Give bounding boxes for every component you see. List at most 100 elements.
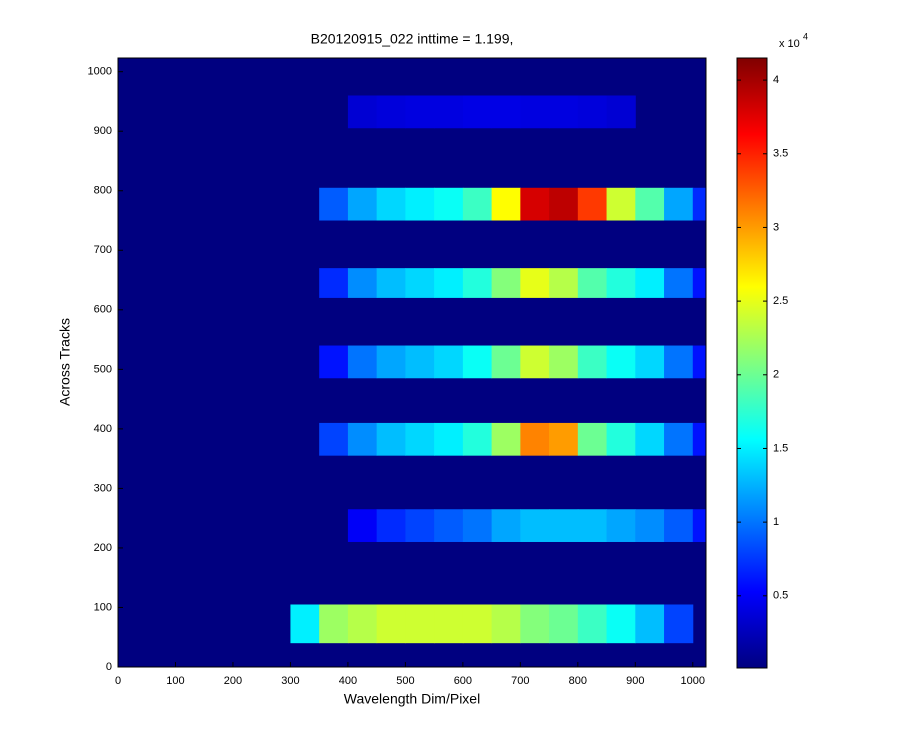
heat-cell	[520, 95, 550, 129]
y-axis-label: Across Tracks	[57, 318, 73, 406]
heat-cell	[549, 604, 579, 644]
heat-cell	[405, 95, 435, 129]
heat-cell	[664, 268, 694, 298]
heat-cell	[376, 95, 406, 129]
heat-cell	[577, 95, 608, 129]
heat-cell	[664, 422, 694, 456]
heat-cell	[405, 187, 435, 221]
heat-cell	[347, 268, 378, 298]
heat-cell	[577, 509, 608, 542]
x-axis-label: Wavelength Dim/Pixel	[344, 691, 480, 707]
y-tick-label: 300	[94, 482, 112, 494]
heat-cell	[462, 422, 493, 456]
heat-cell	[635, 345, 665, 379]
heat-cell	[664, 187, 694, 221]
heat-cell	[664, 509, 694, 542]
colorbar-tick-label: 2	[773, 369, 779, 381]
y-tick-label: 100	[94, 601, 112, 613]
y-tick-label: 1000	[88, 66, 112, 78]
heat-cell	[319, 604, 349, 644]
heat-cell	[347, 604, 378, 644]
heat-cell	[347, 187, 378, 221]
heat-cell	[319, 187, 349, 221]
heat-cell	[549, 422, 579, 456]
heat-cell	[376, 509, 406, 542]
heat-cell	[692, 422, 707, 456]
heat-cell	[606, 345, 636, 379]
heat-cell	[692, 187, 707, 221]
heat-cell	[434, 187, 464, 221]
heat-cell	[347, 95, 378, 129]
heat-cell	[577, 345, 608, 379]
heat-cell	[347, 509, 378, 542]
heat-cell	[635, 422, 665, 456]
x-tick-label: 600	[454, 675, 472, 687]
heat-cell	[635, 509, 665, 542]
heat-cell	[405, 422, 435, 456]
y-tick-label: 0	[106, 661, 112, 673]
heat-cell	[319, 268, 349, 298]
heat-cell	[462, 268, 493, 298]
heat-cell	[491, 187, 521, 221]
heat-cell	[462, 95, 493, 129]
heat-cell	[549, 345, 579, 379]
heat-cell	[376, 187, 406, 221]
chart-title: B20120915_022 inttime = 1.199,	[311, 31, 514, 47]
heat-cell	[520, 345, 550, 379]
heat-cell	[376, 422, 406, 456]
heat-cell	[635, 187, 665, 221]
heat-cell	[376, 604, 406, 644]
x-tick-label: 800	[569, 675, 587, 687]
heat-cell	[462, 604, 493, 644]
y-tick-label: 900	[94, 125, 112, 137]
heat-cell	[635, 604, 665, 644]
colorbar-tick-label: 4	[773, 74, 779, 86]
heat-cell	[549, 509, 579, 542]
heat-cell	[692, 268, 707, 298]
y-tick-label: 700	[94, 244, 112, 256]
x-tick-label: 300	[281, 675, 299, 687]
colorbar-tick-label: 1.5	[773, 442, 788, 454]
heat-cell	[405, 509, 435, 542]
x-tick-label: 400	[339, 675, 357, 687]
colorbar-tick-label: 3	[773, 221, 779, 233]
heat-cell	[434, 509, 464, 542]
heat-cell	[577, 604, 608, 644]
heat-cell	[462, 509, 493, 542]
heat-cell	[577, 268, 608, 298]
colorbar-tick-label: 2.5	[773, 295, 788, 307]
colorbar-exponent: 4	[803, 31, 808, 41]
x-tick-label: 900	[626, 675, 644, 687]
heat-cell	[606, 422, 636, 456]
heat-cell	[606, 604, 636, 644]
heat-cell	[434, 268, 464, 298]
heat-cell	[405, 268, 435, 298]
colorbar-tick-label: 0.5	[773, 590, 788, 602]
heat-cell	[520, 422, 550, 456]
heat-cell	[290, 604, 320, 644]
x-tick-label: 100	[166, 675, 184, 687]
heat-cell	[491, 95, 521, 129]
heat-cell	[664, 604, 694, 644]
heat-cell	[319, 345, 349, 379]
heat-cell	[491, 268, 521, 298]
heat-cell	[376, 268, 406, 298]
heat-cell	[405, 345, 435, 379]
x-tick-label: 500	[396, 675, 414, 687]
heat-cell	[434, 95, 464, 129]
heat-cell	[664, 345, 694, 379]
heat-cell	[549, 95, 579, 129]
heat-cell	[520, 604, 550, 644]
heat-cell	[434, 422, 464, 456]
heat-cell	[606, 187, 636, 221]
heat-cell	[491, 509, 521, 542]
heat-cell	[462, 187, 493, 221]
x-tick-label: 0	[115, 675, 121, 687]
heat-cell	[376, 345, 406, 379]
heat-cell	[520, 187, 550, 221]
colorbar-tick-label: 3.5	[773, 148, 788, 160]
y-tick-label: 600	[94, 304, 112, 316]
heat-cell	[347, 422, 378, 456]
heat-cell	[577, 422, 608, 456]
heat-cell	[491, 422, 521, 456]
